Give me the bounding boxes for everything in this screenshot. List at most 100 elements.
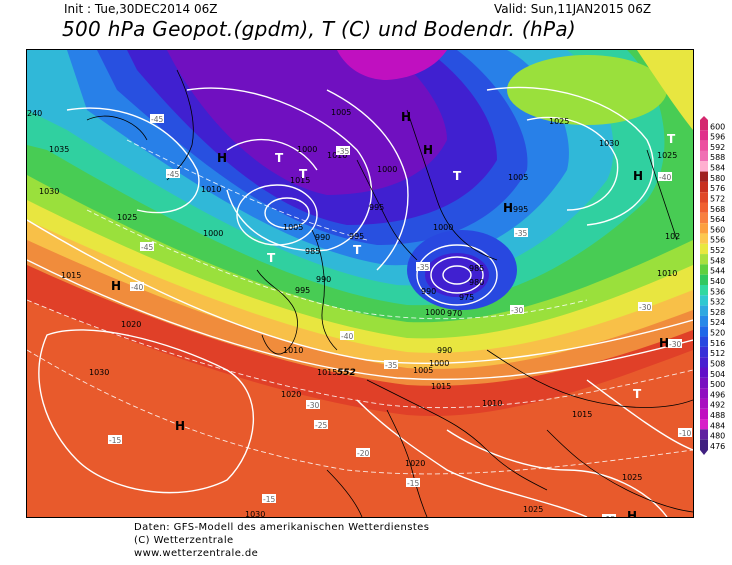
pressure-label: 995 — [349, 232, 364, 241]
legend-swatch — [700, 315, 708, 327]
pressure-label: 995 — [513, 205, 528, 214]
pressure-label: 1010 — [657, 269, 677, 278]
legend-label: 508 — [710, 359, 725, 368]
weather-map: 1005 1000 1010 1015 1010 1000 1005 990 985 995 990… — [26, 49, 694, 562]
legend-label: 560 — [710, 225, 725, 234]
init-time: Init : Tue,30DEC2014 06Z — [64, 2, 218, 16]
pressure-label: 990 — [316, 275, 331, 284]
temp-label: -35 — [417, 263, 429, 272]
legend-label: 536 — [710, 287, 725, 296]
temp-label: -35 — [337, 147, 349, 156]
legend-swatch — [700, 305, 708, 316]
legend-label: 504 — [710, 370, 725, 379]
geopotential-bands — [27, 50, 693, 517]
pressure-label: 1025 — [622, 473, 642, 482]
temp-label: -30 — [511, 306, 523, 315]
legend-label: 592 — [710, 143, 725, 152]
legend-label: 488 — [710, 411, 725, 420]
legend-swatch — [700, 243, 708, 255]
pressure-label: 1000 — [297, 145, 317, 154]
temp-label-box — [306, 400, 320, 409]
temp-label-box — [406, 478, 420, 487]
pressure-label: 975 — [459, 293, 474, 302]
temp-label: -30 — [307, 401, 319, 410]
pressure-label: 980 — [469, 278, 484, 287]
legend-swatch — [700, 388, 708, 399]
pressure-label: 1025 — [117, 213, 137, 222]
pressure-label: 985 — [305, 247, 320, 256]
low-pressure-marker: T — [633, 387, 642, 401]
temp-label: -10 — [679, 429, 691, 438]
low-pressure-marker: T — [667, 132, 676, 146]
pressure-label: 1015 — [61, 271, 81, 280]
temp-label: -20 — [357, 449, 369, 458]
legend-label: 556 — [710, 236, 725, 245]
temp-label-box — [638, 302, 652, 311]
pressure-label: 1030 — [89, 368, 109, 377]
low-pressure-marker: T — [353, 243, 362, 257]
legend-label: 532 — [710, 298, 725, 307]
temp-label-box — [340, 331, 354, 340]
temp-label: -15 — [109, 436, 121, 445]
high-pressure-marker: H — [627, 509, 637, 517]
legend-label: 568 — [710, 205, 725, 214]
legend-label: 484 — [710, 421, 725, 430]
legend-swatch — [700, 161, 708, 172]
temp-label-box — [510, 305, 524, 314]
legend-label: 520 — [710, 329, 725, 338]
pressure-label: 1000 — [429, 359, 449, 368]
pressure-label: 1000 — [433, 223, 453, 232]
legend-swatch — [700, 408, 708, 420]
pressure-label: 1015 — [431, 382, 451, 391]
temp-label: -35 — [385, 361, 397, 370]
temp-label: -40 — [341, 332, 353, 341]
temp-label-box — [514, 228, 528, 237]
temp-label-box — [130, 282, 144, 291]
map-canvas: 1005100010101015101010001005990985995990… — [26, 50, 694, 562]
legend-label: 512 — [710, 349, 725, 358]
credits-line2: (C) Wetterzentrale — [134, 535, 234, 546]
pressure-label: 1035 — [49, 145, 69, 154]
pressure-label: 1005 — [331, 108, 351, 117]
pressure-label: 1010 — [283, 346, 303, 355]
pressure-label: 1000 — [203, 229, 223, 238]
high-pressure-marker: H — [503, 201, 513, 215]
pressure-label: 1005 — [283, 223, 303, 232]
temp-label-box — [384, 360, 398, 369]
legend-label: 552 — [710, 246, 725, 255]
legend-label: 480 — [710, 432, 725, 441]
temp-label-box — [314, 420, 328, 429]
temp-label: -35 — [515, 229, 527, 238]
pressure-label: 1015 — [572, 410, 592, 419]
pressure-label: 1030 — [599, 139, 619, 148]
temp-label-box — [262, 494, 276, 503]
high-pressure-marker: H — [633, 169, 643, 183]
pressure-label: 1005 — [508, 173, 528, 182]
legend-label: 580 — [710, 174, 725, 183]
temp-label-box — [658, 172, 672, 181]
legend-label: 572 — [710, 194, 725, 203]
legend-label: 516 — [710, 339, 725, 348]
legend-swatch — [700, 192, 708, 203]
legend-swatch — [700, 429, 708, 440]
legend-label: 576 — [710, 184, 725, 193]
legend-label: 548 — [710, 256, 725, 265]
pressure-label: 1000 — [377, 165, 397, 174]
legend-swatch — [700, 295, 708, 306]
legend-label: 500 — [710, 380, 725, 389]
coastlines — [86, 69, 694, 518]
legend-swatch — [700, 285, 708, 296]
pressure-label: 1020 — [281, 390, 301, 399]
pressure-label: 1025 — [523, 505, 543, 514]
temp-label-box — [336, 146, 350, 155]
temp-label-box — [150, 114, 164, 123]
pressure-label: 970 — [447, 309, 462, 318]
temp-label: -15 — [603, 515, 615, 517]
high-pressure-marker: H — [175, 419, 185, 433]
legend-label: 540 — [710, 277, 725, 286]
legend-swatch — [700, 439, 708, 450]
legend-swatch — [700, 181, 708, 193]
legend-bottom-arrow — [700, 450, 708, 455]
legend-canvas: 6005965925885845805765725685645605565525… — [700, 116, 725, 455]
pressure-label: 1020 — [121, 320, 141, 329]
